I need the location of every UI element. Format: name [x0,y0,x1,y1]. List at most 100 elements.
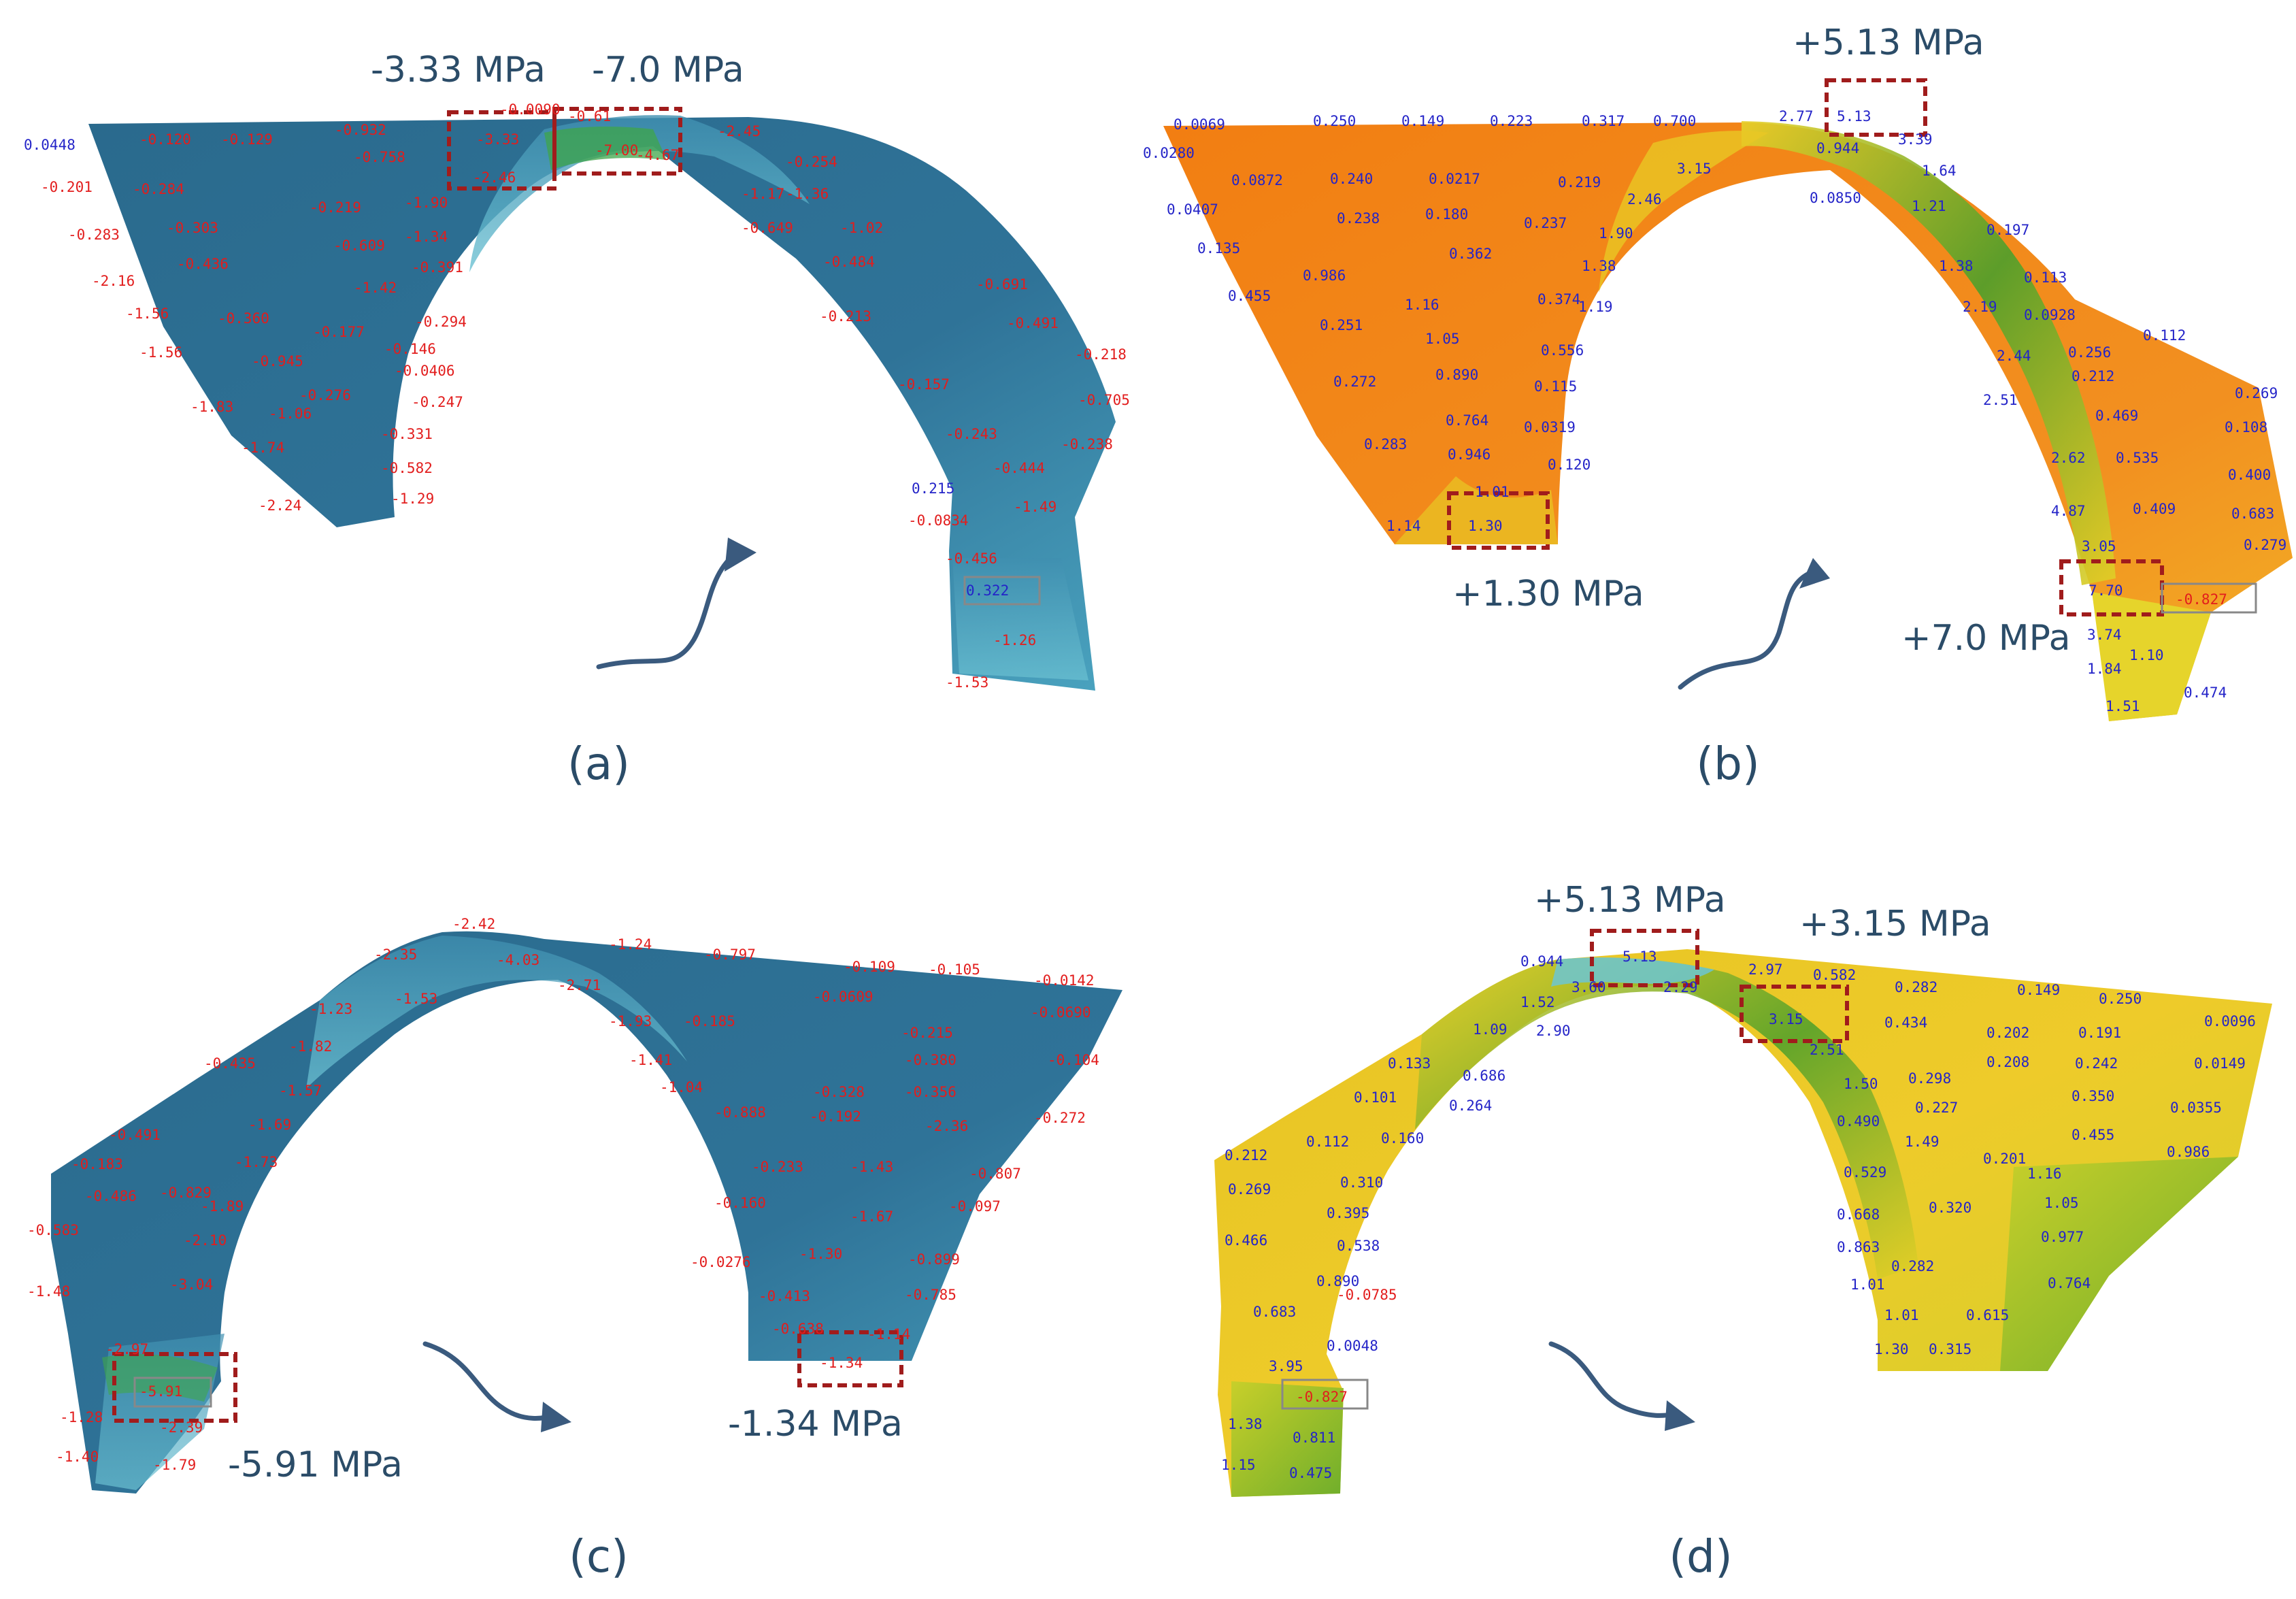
stress-value: 0.282 [1895,979,1937,995]
stress-value: -0.61 [568,108,611,125]
stress-value: 0.282 [1891,1258,1934,1274]
stress-value: -1.82 [289,1038,332,1055]
stress-value: 0.160 [1381,1130,1424,1147]
panel-d-value-box [1281,1379,1369,1410]
panel-d-callout-2: +3.15 MPa [1799,904,1991,944]
stress-value: -1.73 [235,1154,278,1170]
stress-value: 2.19 [1963,299,1997,315]
stress-value: 0.223 [1490,113,1533,129]
panel-a-callout-1: -3.33 MPa [371,50,546,90]
stress-value: -0.213 [820,308,871,325]
stress-value: 0.0928 [2024,307,2076,323]
stress-value: 0.683 [1253,1304,1296,1320]
stress-value: 1.10 [2129,647,2164,663]
stress-value: 0.395 [1327,1205,1369,1221]
stress-value: -1.67 [850,1208,893,1225]
stress-value: 0.0872 [1231,172,1283,188]
stress-value: 0.135 [1197,240,1240,257]
stress-value: -0.0142 [1034,972,1095,989]
stress-value: -2.71 [558,977,601,993]
panel-a-peak-green [544,127,667,170]
stress-value: 0.374 [1537,291,1580,308]
stress-value: 3.60 [1571,979,1606,995]
stress-value: 0.238 [1337,210,1380,227]
stress-value: 0.455 [2072,1127,2114,1143]
stress-value: 0.279 [2244,537,2286,553]
stress-value: -0.444 [993,460,1045,476]
stress-value: 0.212 [2072,368,2114,384]
stress-value: 0.764 [1446,412,1488,429]
stress-value: 0.490 [1837,1113,1880,1130]
stress-value: 1.01 [1884,1307,1919,1323]
stress-value: -0.807 [969,1166,1021,1182]
stress-value: 0.700 [1653,113,1696,129]
stress-value: 0.250 [1313,113,1356,129]
panel-a-load-arrow [596,548,741,670]
stress-value: -0.331 [381,426,433,442]
stress-value: 0.0048 [1327,1338,1378,1354]
stress-value: -1.93 [609,1013,652,1029]
stress-value: 0.191 [2078,1025,2121,1041]
stress-value: -0.0834 [908,512,969,529]
panel-a-highlight-1 [447,110,556,191]
stress-value: -0.219 [310,199,361,216]
stress-value: -0.146 [384,341,436,357]
stress-value: 0.0217 [1429,171,1480,187]
stress-value: 0.0280 [1143,145,1195,161]
stress-value: 0.317 [1582,113,1625,129]
stress-value: 1.30 [1874,1341,1909,1357]
stress-value: 0.615 [1966,1307,2009,1323]
panel-d-arch-band [1415,957,1918,1279]
stress-value: -5.91 [139,1383,182,1400]
stress-value: -1.89 [201,1198,244,1215]
panel-c-arch-light [306,936,687,1089]
stress-value: -0.283 [68,227,120,243]
stress-value: 5.13 [1623,949,1657,965]
stress-value: 0.977 [2041,1229,2084,1245]
stress-value: -1.79 [153,1457,196,1473]
stress-value: 3.15 [1769,1011,1803,1027]
stress-value: -0.177 [313,324,365,340]
stress-value: -0.243 [946,426,997,442]
stress-value: -0.705 [1078,392,1130,408]
stress-value: -3.33 [476,131,519,148]
stress-value: 1.84 [2087,661,2122,677]
stress-value: -2.35 [374,946,417,963]
stress-value: 0.946 [1448,446,1491,463]
stress-value: 0.269 [1228,1181,1271,1198]
stress-value: 1.01 [1475,484,1510,500]
panel-c-value-box [133,1377,212,1408]
stress-value: 0.112 [2143,327,2186,344]
stress-value: -2.97 [105,1341,148,1357]
stress-value: 0.227 [1915,1100,1958,1116]
stress-value: 0.529 [1844,1164,1886,1181]
stress-value: -1.26 [993,632,1036,648]
panel-b-arrow-head [1799,558,1830,589]
stress-value: 1.16 [2027,1166,2062,1182]
panel-d-callout-1: +5.13 MPa [1534,880,1726,921]
panel-b-right-pier [2092,592,2211,721]
stress-value: -0.899 [908,1251,960,1268]
panel-d-highlight-1 [1590,929,1699,987]
stress-value: -0.758 [354,149,405,165]
stress-value: -0.104 [1048,1052,1099,1068]
stress-value: -0.185 [684,1013,735,1029]
stress-value: -2.36 [925,1118,968,1134]
panel-b-arch-band [1742,121,2116,585]
panel-b-label: (b) [1696,738,1759,790]
stress-value: 0.272 [1333,374,1376,390]
stress-value: 1.64 [1922,163,1957,179]
stress-value: -1.14 [867,1326,910,1342]
panel-a-highlight-2 [552,107,682,176]
panel-b-highlight-1 [1825,78,1927,137]
stress-value: -0.380 [905,1052,956,1068]
stress-value: -0.294 [415,314,467,330]
stress-value: -1.23 [310,1001,352,1017]
stress-value: 2.51 [1983,392,2018,408]
stress-value: -4.67 [636,147,679,163]
stress-value: 0.242 [2075,1055,2118,1072]
panel-a-pier-light [952,558,1088,680]
stress-value: 1.19 [1578,299,1613,315]
panel-d-values: 0.944 5.13 2.97 0.582 1.52 3.60 2.29 0.282 0.149… [1221,949,2256,1481]
stress-value: 0.811 [1293,1430,1335,1446]
